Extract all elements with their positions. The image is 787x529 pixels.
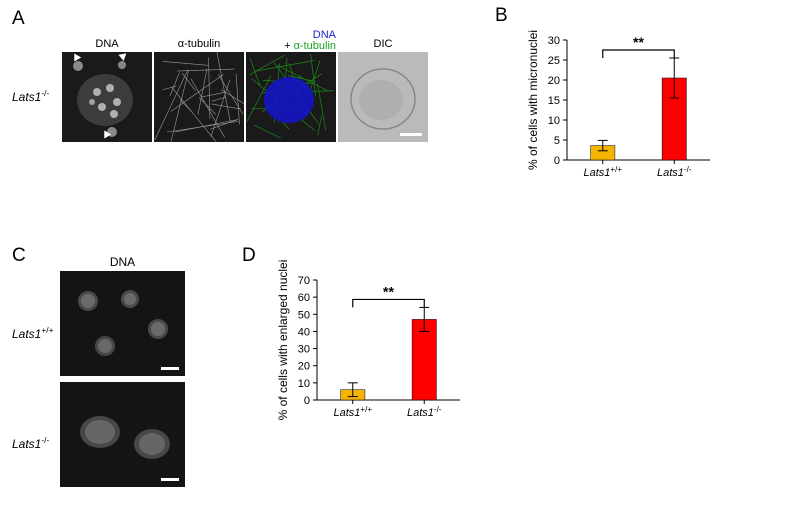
panel-a-micrographs: DNAα-tubulinDNA+ α-tubulinDIC — [62, 32, 428, 142]
panel-a-genotype: Lats1-/- — [12, 88, 49, 104]
svg-text:% of cells with micronuclei: % of cells with micronuclei — [526, 30, 540, 170]
svg-text:10: 10 — [298, 378, 310, 390]
panel-d-letter: D — [242, 245, 256, 267]
panel-c-micrograph-ko — [60, 382, 185, 487]
svg-text:20: 20 — [298, 361, 310, 373]
svg-text:0: 0 — [554, 155, 560, 167]
svg-text:% of cells with enlarged nucle: % of cells with enlarged nuclei — [276, 260, 290, 421]
svg-text:25: 25 — [548, 55, 560, 67]
svg-text:**: ** — [633, 34, 644, 50]
svg-text:Lats1+/+: Lats1+/+ — [334, 405, 373, 419]
svg-text:Lats1-/-: Lats1-/- — [407, 405, 442, 419]
panel-b-letter: B — [495, 5, 508, 27]
svg-text:0: 0 — [304, 395, 310, 407]
panel-c-genotype-1: Lats1+/+ — [12, 325, 53, 341]
panel-c-header: DNA — [60, 255, 185, 269]
panel-a-letter: A — [12, 8, 25, 30]
panel-c-images: DNA — [60, 255, 185, 493]
svg-text:50: 50 — [298, 309, 310, 321]
svg-text:10: 10 — [548, 115, 560, 127]
svg-text:15: 15 — [548, 95, 560, 107]
svg-text:70: 70 — [298, 275, 310, 287]
svg-text:30: 30 — [298, 344, 310, 356]
svg-text:30: 30 — [548, 35, 560, 47]
panel-c-letter: C — [12, 245, 26, 267]
panel-c-micrograph-wt — [60, 271, 185, 376]
svg-text:5: 5 — [554, 135, 560, 147]
svg-text:20: 20 — [548, 75, 560, 87]
svg-text:Lats1-/-: Lats1-/- — [657, 165, 692, 179]
svg-text:60: 60 — [298, 292, 310, 304]
panel-b-chart: 0 5 10 15 20 25 30 Lats1+/+ Lats1-/- ** % of cells… — [525, 25, 755, 225]
svg-text:**: ** — [383, 283, 394, 299]
svg-text:40: 40 — [298, 326, 310, 338]
panel-d-chart: 010203040506070Lats1+/+Lats1-/-**% of ce… — [275, 265, 505, 475]
panel-c-genotype-2: Lats1-/- — [12, 435, 49, 451]
svg-text:Lats1+/+: Lats1+/+ — [584, 165, 623, 179]
